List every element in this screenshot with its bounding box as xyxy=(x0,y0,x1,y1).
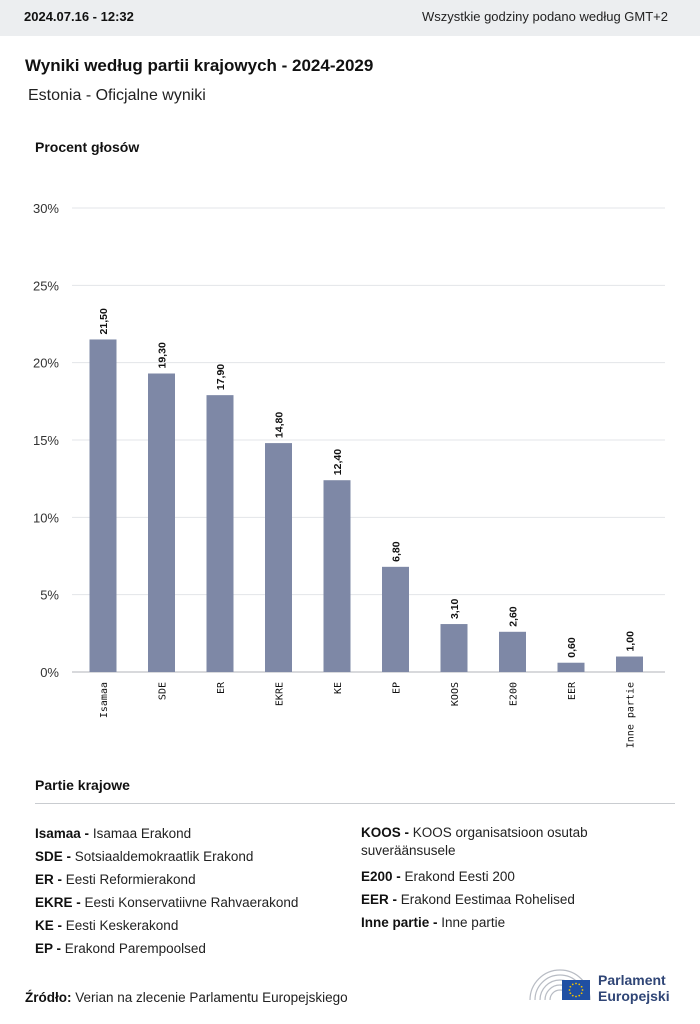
legend-divider xyxy=(35,803,675,804)
eu-star-icon xyxy=(569,992,572,995)
legend-heading: Partie krajowe xyxy=(35,777,130,793)
eu-star-icon xyxy=(575,982,577,985)
y-tick-label: 0% xyxy=(40,665,59,680)
legend-name: Erakond Eestimaa Rohelised xyxy=(400,892,575,907)
source-label: Źródło: xyxy=(25,990,72,1005)
eu-star-icon xyxy=(580,985,583,988)
legend-abbr: ER - xyxy=(35,872,62,887)
data-label: 0,60 xyxy=(566,637,578,658)
bar-ekre xyxy=(265,443,292,672)
data-label: 6,80 xyxy=(391,541,403,562)
data-label: 3,10 xyxy=(449,598,461,619)
parliament-logo xyxy=(529,969,591,1001)
legend-item-ke: KE - Eesti Keskerakond xyxy=(35,914,345,937)
bar-e200 xyxy=(499,631,526,672)
eu-star-icon xyxy=(575,995,577,998)
legend-item-inne-partie: Inne partie - Inne partie xyxy=(361,911,631,934)
legend-name: Eesti Reformierakond xyxy=(65,872,196,887)
legend-name: Eesti Konservatiivne Rahvaerakond xyxy=(84,895,299,910)
legend-abbr: E200 - xyxy=(361,869,401,884)
top-bar: 2024.07.16 - 12:32 Wszystkie godziny pod… xyxy=(0,0,700,36)
legend-item-sde: SDE - Sotsiaaldemokraatlik Erakond xyxy=(35,845,345,868)
legend-abbr: EKRE - xyxy=(35,895,81,910)
data-label: 17,90 xyxy=(215,364,227,390)
legend-item-koos: KOOS - KOOS organisatsioon osutab suverä… xyxy=(361,824,631,860)
timestamp: 2024.07.16 - 12:32 xyxy=(24,9,134,24)
x-tick-label: SDE xyxy=(158,682,169,700)
legend-item-e200: E200 - Erakond Eesti 200 xyxy=(361,865,631,888)
x-tick-label: EKRE xyxy=(275,682,286,706)
legend-item-ekre: EKRE - Eesti Konservatiivne Rahvaerakond xyxy=(35,891,345,914)
x-tick-label: Isamaa xyxy=(99,682,110,718)
legend-abbr: Isamaa - xyxy=(35,826,90,841)
legend-abbr: EER - xyxy=(361,892,398,907)
data-label: 12,40 xyxy=(332,449,344,475)
eu-star-icon xyxy=(580,992,583,995)
logo-line-1: Parlament xyxy=(598,972,666,988)
eu-flag-icon xyxy=(562,980,590,1000)
page-title: Wyniki według partii krajowych - 2024-20… xyxy=(25,56,374,75)
bar-koos xyxy=(440,624,468,672)
logo-line-2: Europejski xyxy=(598,988,670,1004)
source-note: Źródło: Verian na zlecenie Parlamentu Eu… xyxy=(25,990,348,1005)
x-tick-label: Inne partie xyxy=(626,682,637,748)
data-label: 19,30 xyxy=(157,342,169,368)
x-tick-label: KOOS xyxy=(450,682,461,706)
bar-sde xyxy=(148,373,175,672)
logo-text: Parlament Europejski xyxy=(598,972,670,1004)
data-label: 14,80 xyxy=(274,412,286,438)
y-tick-label: 5% xyxy=(40,588,59,603)
bar-ep xyxy=(382,566,409,672)
x-tick-label: ER xyxy=(216,681,227,694)
legend-name: Inne partie xyxy=(441,915,506,930)
legend-item-ep: EP - Erakond Parempoolsed xyxy=(35,937,345,960)
y-axis-title: Procent głosów xyxy=(35,139,140,155)
data-label: 21,50 xyxy=(98,308,110,334)
y-tick-label: 10% xyxy=(33,510,59,525)
eu-star-icon xyxy=(578,983,581,986)
bar-eer xyxy=(557,662,585,672)
legend-abbr: SDE - xyxy=(35,849,72,864)
legend-name: KOOS organisatsioon osutab suveräänsusel… xyxy=(361,825,588,858)
legend-abbr: KE - xyxy=(35,918,62,933)
legend-name: Sotsiaaldemokraatlik Erakond xyxy=(74,849,254,864)
y-tick-label: 15% xyxy=(33,433,59,448)
legend-name: Eesti Keskerakond xyxy=(65,918,179,933)
eu-star-icon xyxy=(569,985,572,988)
eu-star-icon xyxy=(571,994,574,997)
eu-star-icon xyxy=(581,989,584,991)
y-tick-label: 30% xyxy=(33,201,59,216)
legend-name: Erakond Eesti 200 xyxy=(404,869,515,884)
eu-star-icon xyxy=(578,994,581,997)
timezone-note: Wszystkie godziny podano według GMT+2 xyxy=(421,9,668,24)
eu-stars-icon xyxy=(568,982,584,998)
x-tick-label: EP xyxy=(392,682,403,694)
y-tick-label: 25% xyxy=(33,278,59,293)
bar-ke xyxy=(323,480,351,672)
bar-isamaa xyxy=(89,339,117,672)
eu-star-icon xyxy=(571,983,574,986)
legend-item-eer: EER - Erakond Eestimaa Rohelised xyxy=(361,888,631,911)
eu-star-icon xyxy=(568,989,571,991)
x-tick-label: KE xyxy=(333,682,344,694)
legend-abbr: KOOS - xyxy=(361,825,410,840)
source-text: Verian na zlecenie Parlamentu Europejski… xyxy=(75,990,348,1005)
bar-inne-partie xyxy=(616,656,643,672)
data-label: 2,60 xyxy=(508,606,520,627)
bar-er xyxy=(206,395,234,672)
legend-name: Erakond Parempoolsed xyxy=(64,941,206,956)
legend-abbr: Inne partie - xyxy=(361,915,438,930)
page-subtitle: Estonia - Oficjalne wyniki xyxy=(28,87,206,104)
bar-chart: 0% 5% 10% 15% 20% 25% 30% 21,50 Isamaa 19,30 SDE 17… xyxy=(33,201,665,748)
legend-column-left: Isamaa - Isamaa Erakond SDE - Sotsiaalde… xyxy=(35,822,345,960)
x-tick-label: E200 xyxy=(509,682,520,706)
legend-name: Isamaa Erakond xyxy=(92,826,192,841)
x-tick-label: EER xyxy=(567,681,578,700)
data-label: 1,00 xyxy=(625,631,637,652)
legend-column-right: KOOS - KOOS organisatsioon osutab suverä… xyxy=(361,822,631,934)
legend-item-er: ER - Eesti Reformierakond xyxy=(35,868,345,891)
y-tick-label: 20% xyxy=(33,356,59,371)
legend-item-isamaa: Isamaa - Isamaa Erakond xyxy=(35,822,345,845)
legend-abbr: EP - xyxy=(35,941,62,956)
